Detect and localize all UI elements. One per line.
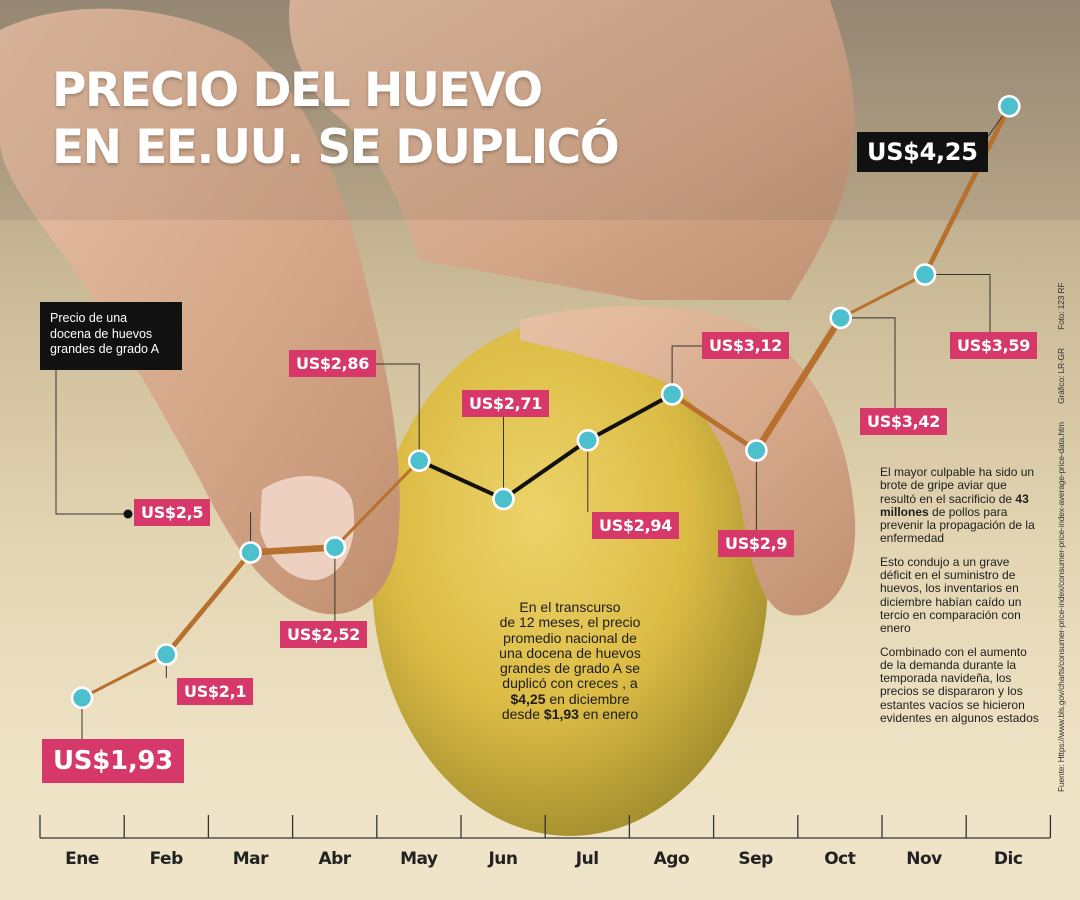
series-description-box: Precio de una docena de huevos grandes d… <box>40 302 182 370</box>
series-line-segment <box>585 392 675 443</box>
series-line-segment <box>839 273 927 320</box>
credits-vertical: Fuente: Https://www.bls.gov/charts/consu… <box>1056 267 1066 792</box>
credit-graphic: Gráfico: LR-GR <box>1056 348 1066 404</box>
egg-text-line-8: desde $1,93 en enero <box>480 706 660 723</box>
series-line-segment <box>922 103 1012 277</box>
egg-text-dec-rest: en diciembre <box>545 690 630 707</box>
price-label-ene: US$1,93 <box>42 739 184 783</box>
price-label-ago: US$3,12 <box>702 332 790 359</box>
month-label-jun: Jun <box>488 849 518 869</box>
price-label-feb: US$2,1 <box>177 678 254 705</box>
egg-shape <box>372 320 768 836</box>
series-line-segment <box>501 438 590 501</box>
data-point <box>155 643 178 666</box>
series-line-segment <box>247 544 339 556</box>
egg-text-line-3: promedio nacional de <box>503 629 637 646</box>
price-label-jul: US$2,94 <box>592 512 680 539</box>
description-line-1: Precio de una <box>50 311 128 325</box>
hand-palm <box>289 0 855 300</box>
price-label-nov: US$3,59 <box>950 332 1038 359</box>
egg-text-line-5: grandes de grado A se <box>499 660 641 677</box>
month-label-ene: Ene <box>65 849 99 869</box>
data-point <box>323 536 347 559</box>
price-label-sep: US$2,9 <box>718 530 795 557</box>
series-line-segment <box>333 459 421 549</box>
egg-text-line-4: una docena de huevos <box>499 644 641 661</box>
side-note-1: El mayor culpable ha sido un brote de gr… <box>880 465 1040 546</box>
month-label-may: May <box>400 849 438 869</box>
data-point <box>576 428 600 452</box>
side-note-2: Esto condujo a un grave déficit en el su… <box>880 554 1022 636</box>
month-label-oct: Oct <box>824 849 856 869</box>
data-point <box>239 541 262 564</box>
page-title: PRECIO DEL HUEVO EN EE.UU. SE DUPLICÓ <box>52 62 620 176</box>
data-point <box>492 487 515 511</box>
leader-line <box>373 363 420 461</box>
data-point <box>70 686 94 710</box>
description-pointer-line <box>55 370 128 515</box>
side-note-3: Combinado con el aumento de la demanda d… <box>880 644 1039 726</box>
egg-text-from: desde <box>501 706 544 723</box>
description-line-2: docena de huevos <box>50 326 153 341</box>
title-line-2: EN EE.UU. SE DUPLICÓ <box>52 120 620 175</box>
series-line-segment <box>417 458 506 501</box>
month-label-sep: Sep <box>738 849 773 869</box>
side-note-1-post: de pollos para prevenir la propagación d… <box>880 504 1035 546</box>
data-point <box>745 439 768 462</box>
data-point <box>829 306 853 330</box>
title-line-1: PRECIO DEL HUEVO <box>52 63 543 118</box>
data-point <box>660 383 684 406</box>
egg-text-line-2: de 12 meses, el precio <box>499 614 641 631</box>
description-pointer-dot <box>123 509 133 519</box>
data-point <box>997 94 1021 118</box>
egg-text-line-7: $4,25 en diciembre <box>480 690 660 707</box>
description-line-3: grandes de grado A <box>50 342 160 356</box>
series-line-segment <box>753 314 845 454</box>
series-line-segment <box>669 391 759 453</box>
side-note-1-pre: El mayor culpable ha sido un brote de gr… <box>880 465 1035 506</box>
price-label-abr: US$2,52 <box>280 621 368 648</box>
leader-line <box>925 274 991 332</box>
thumb <box>0 8 400 615</box>
egg-summary-text: En el transcurso de 12 meses, el precio … <box>480 599 660 723</box>
credit-photo: Foto: 123 RF <box>1056 282 1066 330</box>
egg-text-line-1: En el transcurso <box>519 599 621 615</box>
egg-text-jan-value: $1,93 <box>543 706 579 723</box>
side-note-1-bold: 43 millones <box>880 491 1029 519</box>
price-label-mar: US$2,5 <box>134 499 211 526</box>
series-line-segment <box>80 653 168 700</box>
side-notes: El mayor culpable ha sido un brote de gr… <box>880 465 1040 735</box>
credit-source: Fuente: Https://www.bls.gov/charts/consu… <box>1056 422 1066 792</box>
egg-text-jan-rest: en enero <box>578 706 639 723</box>
price-label-jun: US$2,71 <box>462 390 550 417</box>
month-label-ago: Ago <box>653 849 690 869</box>
price-label-may: US$2,86 <box>289 350 377 377</box>
leader-line <box>840 317 896 408</box>
month-label-abr: Abr <box>318 849 351 869</box>
month-label-nov: Nov <box>906 849 942 869</box>
month-label-feb: Feb <box>149 849 184 869</box>
month-label-jul: Jul <box>575 849 599 869</box>
leader-line <box>671 345 702 395</box>
series-line-segment <box>163 550 254 657</box>
data-point <box>913 263 937 286</box>
egg-text-dec-value: $4,25 <box>510 690 546 707</box>
price-label-dic: US$4,25 <box>857 132 988 172</box>
leader-line <box>250 512 252 553</box>
data-point <box>407 449 431 473</box>
price-label-oct: US$3,42 <box>860 408 948 435</box>
egg-text-line-6: duplicó con creces , a <box>502 675 638 692</box>
month-label-dic: Dic <box>993 849 1023 869</box>
month-label-mar: Mar <box>232 849 269 869</box>
